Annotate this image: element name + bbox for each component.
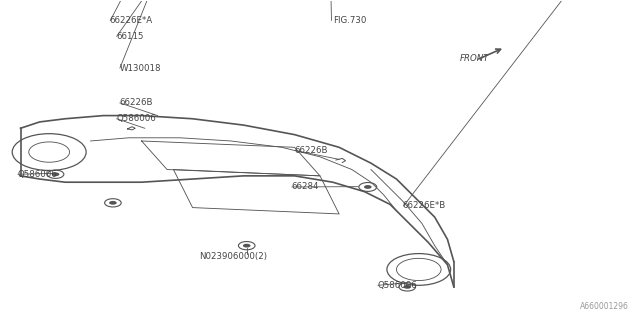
Text: 66226B: 66226B [294, 146, 328, 155]
Text: 66226E*B: 66226E*B [403, 202, 446, 211]
Text: A660001296: A660001296 [580, 302, 629, 311]
Text: 66115: 66115 [116, 32, 143, 41]
Text: 66284: 66284 [291, 182, 319, 191]
Text: FIG.730: FIG.730 [333, 16, 366, 25]
Circle shape [403, 285, 411, 289]
Circle shape [243, 244, 250, 248]
Circle shape [364, 185, 372, 189]
Circle shape [109, 201, 116, 205]
Text: 66226E*A: 66226E*A [109, 16, 153, 25]
Text: 66226B: 66226B [119, 99, 153, 108]
Text: W130018: W130018 [119, 63, 161, 73]
Text: Q586006: Q586006 [116, 114, 156, 123]
Text: N023906000(2): N023906000(2) [199, 252, 267, 261]
Circle shape [52, 172, 60, 176]
Text: Q586006: Q586006 [17, 170, 57, 179]
Text: FRONT: FRONT [460, 54, 490, 63]
Text: Q586006: Q586006 [378, 281, 417, 290]
